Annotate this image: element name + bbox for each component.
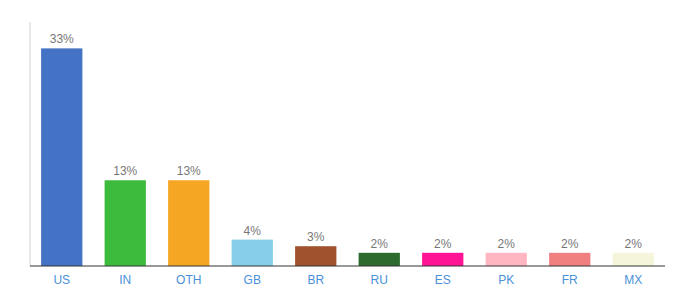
x-tick-label: BR <box>307 273 324 287</box>
bar <box>168 180 209 266</box>
x-tick-label: ES <box>435 273 451 287</box>
data-label: 13% <box>177 164 201 178</box>
x-axis-line <box>30 266 665 267</box>
bar <box>359 253 400 266</box>
data-label: 2% <box>561 237 579 251</box>
bar <box>41 48 82 266</box>
bars <box>41 48 654 266</box>
chart: 33% 13% 13% 4% 3% 2% 2% 2% 2% 2% US IN OTH GB BR RU ES PK… <box>0 0 680 300</box>
data-label: 2% <box>371 237 389 251</box>
x-tick-label: MX <box>624 273 642 287</box>
data-label: 4% <box>244 224 262 238</box>
bar <box>549 253 590 266</box>
data-labels: 33% 13% 13% 4% 3% 2% 2% 2% 2% 2% <box>50 32 643 250</box>
x-tick-label: FR <box>562 273 578 287</box>
bar <box>486 253 527 266</box>
x-tick-label: RU <box>371 273 388 287</box>
data-label: 3% <box>307 230 325 244</box>
x-tick-label: OTH <box>176 273 201 287</box>
data-label: 2% <box>498 237 516 251</box>
bar <box>232 240 273 266</box>
x-tick-label: US <box>53 273 70 287</box>
bar <box>295 246 336 266</box>
data-label: 33% <box>50 32 74 46</box>
bar <box>422 253 463 266</box>
chart-container: 33% 13% 13% 4% 3% 2% 2% 2% 2% 2% US IN OTH GB BR RU ES PK… <box>0 0 680 300</box>
x-tick-label: PK <box>498 273 514 287</box>
data-label: 13% <box>113 164 137 178</box>
x-axis: US IN OTH GB BR RU ES PK FR MX <box>53 273 642 287</box>
data-label: 2% <box>434 237 452 251</box>
y-axis-line <box>30 22 31 266</box>
x-tick-label: IN <box>119 273 131 287</box>
bar <box>613 253 654 266</box>
bar <box>105 180 146 266</box>
x-tick-label: GB <box>244 273 261 287</box>
data-label: 2% <box>625 237 643 251</box>
